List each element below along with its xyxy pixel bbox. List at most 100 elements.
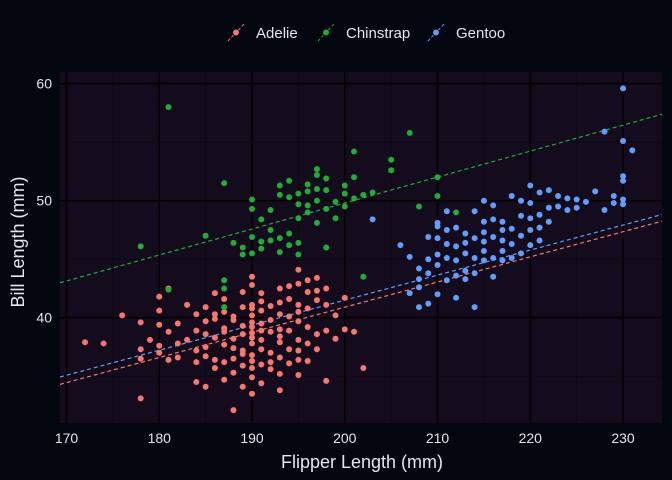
point-chinstrap	[165, 286, 172, 293]
point-gentoo	[453, 257, 460, 264]
point-gentoo	[453, 224, 460, 231]
point-adelie	[276, 354, 283, 361]
point-adelie	[137, 395, 144, 402]
point-adelie	[304, 288, 311, 295]
point-chinstrap	[221, 285, 228, 292]
point-chinstrap	[313, 171, 320, 178]
point-gentoo	[434, 262, 441, 269]
point-chinstrap	[388, 167, 395, 174]
point-gentoo	[397, 242, 404, 249]
point-gentoo	[434, 235, 441, 242]
point-gentoo	[620, 196, 627, 203]
point-adelie	[341, 326, 348, 333]
point-adelie	[100, 340, 107, 347]
point-chinstrap	[313, 166, 320, 173]
point-adelie	[249, 273, 256, 280]
point-adelie	[304, 305, 311, 312]
point-gentoo	[518, 232, 525, 239]
point-gentoo	[527, 242, 534, 249]
point-chinstrap	[304, 209, 311, 216]
point-adelie	[313, 287, 320, 294]
x-axis-title: Flipper Length (mm)	[281, 452, 443, 472]
point-adelie	[211, 356, 218, 363]
point-gentoo	[471, 235, 478, 242]
point-adelie	[313, 274, 320, 281]
legend-label-chinstrap: Chinstrap	[346, 25, 410, 42]
point-adelie	[221, 341, 228, 348]
point-adelie	[221, 325, 228, 332]
point-chinstrap	[434, 174, 441, 181]
point-gentoo	[406, 253, 413, 260]
legend-key-adelie	[227, 23, 245, 42]
point-chinstrap	[286, 177, 293, 184]
point-chinstrap	[415, 203, 422, 210]
point-gentoo	[573, 196, 580, 203]
point-chinstrap	[388, 156, 395, 163]
point-chinstrap	[286, 242, 293, 249]
point-adelie	[193, 327, 200, 334]
point-adelie	[258, 320, 265, 327]
point-adelie	[146, 336, 153, 343]
point-adelie	[221, 359, 228, 366]
point-adelie	[249, 324, 256, 331]
point-adelie	[341, 294, 348, 301]
point-adelie	[304, 340, 311, 347]
point-gentoo	[620, 201, 627, 208]
point-adelie	[156, 349, 163, 356]
point-chinstrap	[295, 190, 302, 197]
point-adelie	[239, 347, 246, 354]
point-adelie	[313, 331, 320, 338]
point-adelie	[221, 308, 228, 315]
point-chinstrap	[351, 195, 358, 202]
point-adelie	[295, 372, 302, 379]
point-adelie	[221, 376, 228, 383]
point-adelie	[286, 313, 293, 320]
point-adelie	[156, 321, 163, 328]
point-gentoo	[629, 147, 636, 154]
plot-panel	[60, 72, 662, 423]
point-chinstrap	[276, 182, 283, 189]
point-gentoo	[415, 265, 422, 272]
point-gentoo	[443, 255, 450, 262]
point-chinstrap	[360, 273, 367, 280]
point-adelie	[249, 329, 256, 336]
point-chinstrap	[286, 230, 293, 237]
point-chinstrap	[202, 232, 209, 239]
y-tick-label: 60	[36, 76, 52, 92]
point-gentoo	[601, 128, 608, 135]
point-chinstrap	[286, 194, 293, 201]
point-adelie	[202, 353, 209, 360]
point-chinstrap	[276, 235, 283, 242]
point-chinstrap	[313, 219, 320, 226]
point-adelie	[286, 346, 293, 353]
point-adelie	[304, 324, 311, 331]
point-adelie	[258, 298, 265, 305]
point-gentoo	[545, 204, 552, 211]
x-tick-label: 210	[426, 430, 450, 446]
x-tick-label: 180	[148, 430, 172, 446]
point-adelie	[239, 362, 246, 369]
point-gentoo	[490, 255, 497, 262]
point-gentoo	[508, 255, 515, 262]
point-adelie	[184, 301, 191, 308]
point-adelie	[304, 357, 311, 364]
point-gentoo	[592, 188, 599, 195]
x-tick-label: 230	[611, 430, 635, 446]
point-chinstrap	[267, 237, 274, 244]
point-adelie	[211, 334, 218, 341]
point-gentoo	[480, 248, 487, 255]
trend-lines	[60, 113, 662, 385]
point-adelie	[202, 318, 209, 325]
point-adelie	[276, 339, 283, 346]
point-chinstrap	[323, 175, 330, 182]
point-adelie	[258, 290, 265, 297]
point-chinstrap	[323, 205, 330, 212]
point-chinstrap	[276, 249, 283, 256]
point-chinstrap	[249, 196, 256, 203]
point-gentoo	[601, 207, 608, 214]
point-adelie	[258, 380, 265, 387]
point-gentoo	[527, 182, 534, 189]
point-adelie	[239, 288, 246, 295]
point-adelie	[202, 343, 209, 350]
point-adelie	[276, 311, 283, 318]
